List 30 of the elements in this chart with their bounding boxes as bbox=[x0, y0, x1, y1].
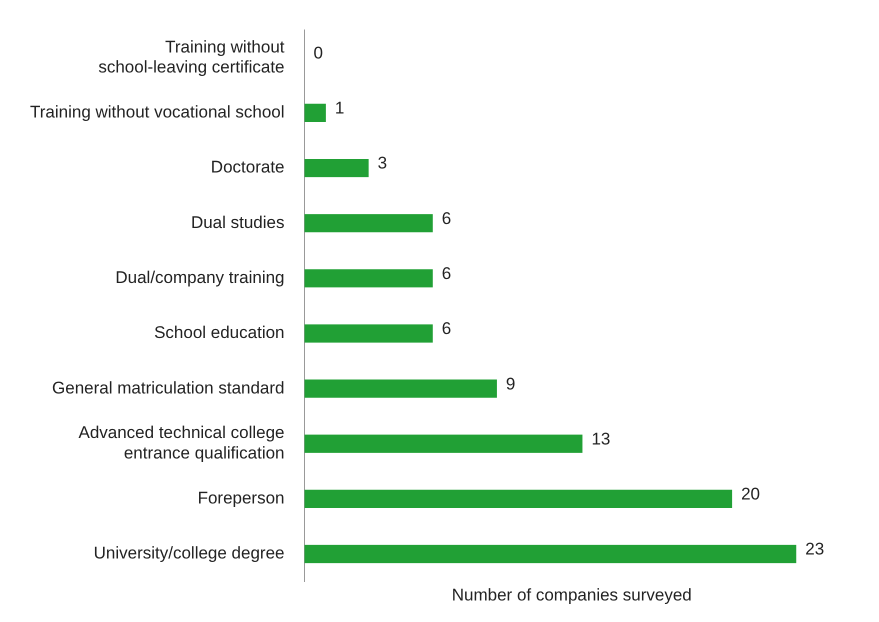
y-tick-label: Doctorate bbox=[210, 158, 285, 177]
y-tick-label: Training without vocational school bbox=[30, 102, 285, 122]
y-tick-label: Dual/company training bbox=[115, 268, 285, 288]
y-tick-label: Dual studies bbox=[190, 212, 285, 232]
y-tick-label: Foreperson bbox=[198, 488, 285, 508]
bar bbox=[304, 490, 732, 508]
y-tick-label: School education bbox=[154, 323, 285, 342]
bar bbox=[304, 269, 433, 288]
bar bbox=[304, 380, 497, 398]
bar bbox=[304, 158, 369, 178]
data-label: 23 bbox=[805, 540, 824, 559]
y-tick-label: University/college degree bbox=[94, 544, 285, 563]
bar bbox=[304, 434, 582, 453]
data-label: 13 bbox=[591, 429, 610, 448]
data-label: 6 bbox=[442, 319, 452, 338]
y-tick-label: Advanced technical college entrance qualification bbox=[78, 423, 285, 463]
bar bbox=[304, 544, 796, 564]
bar bbox=[304, 324, 433, 343]
bar bbox=[304, 214, 433, 232]
x-axis-title: Number of companies surveyed bbox=[452, 585, 692, 604]
y-tick-label: Training without school-leaving certificate bbox=[98, 37, 285, 77]
data-label: 3 bbox=[378, 154, 388, 173]
data-label: 1 bbox=[334, 98, 344, 118]
data-label: 6 bbox=[442, 264, 452, 284]
bar bbox=[304, 104, 326, 122]
y-tick-label: General matriculation standard bbox=[52, 378, 285, 398]
data-label: 9 bbox=[506, 374, 516, 394]
data-label: 6 bbox=[442, 208, 452, 228]
data-label: 20 bbox=[741, 484, 760, 504]
data-label: 0 bbox=[314, 43, 323, 62]
